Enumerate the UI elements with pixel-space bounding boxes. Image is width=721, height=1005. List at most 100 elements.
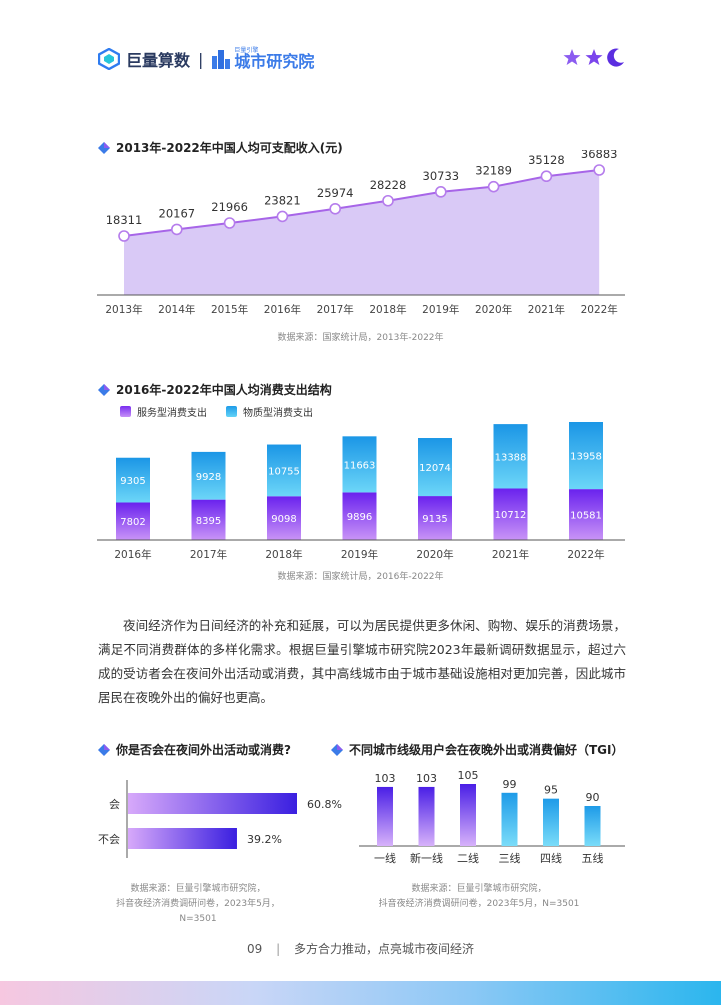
stars-moon-decoration [563,48,624,67]
tgi-value-label: 103 [375,772,396,785]
service-bar [267,496,301,540]
legend-service: 服务型消费支出 [120,404,207,419]
tgi-value-label: 105 [458,769,479,782]
tgi-value-label: 99 [503,778,517,791]
income-line [123,169,600,237]
legend-material: 物质型消费支出 [226,404,313,419]
income-year-label: 2016年 [264,303,301,316]
star-icon [563,49,581,65]
night-out-horizontal-bar-chart: 会 60.8% 不会 39.2% [98,780,342,858]
income-point [118,230,130,242]
diamond-bullet-icon [98,743,110,756]
income-year-label: 2022年 [581,303,618,316]
income-value-label: 25974 [317,186,354,200]
night-out-bar [128,828,237,849]
consumption-year-label: 2021年 [492,548,529,561]
legend-service-swatch [120,406,131,417]
income-value-label: 35128 [528,153,565,167]
income-value-label: 20167 [159,206,196,220]
material-value-label: 11663 [344,460,376,471]
consumption-year-label: 2019年 [341,548,378,561]
tgi-bar [543,798,559,846]
night-out-category-label: 会 [109,798,120,811]
header-brand: 巨量算数 | 巨量引擎 城市研究院 [98,44,314,74]
income-point [329,202,341,215]
night-out-chart-title-text: 你是否会在夜间外出活动或消费? [116,743,291,757]
material-value-label: 13388 [495,452,527,463]
brand-sub: 城市研究院 [234,52,315,71]
material-bar [116,457,150,503]
income-chart-title: 2013年-2022年中国人均可支配收入(元) [98,139,343,156]
income-point [593,164,606,176]
night-out-value-label: 39.2% [247,833,282,846]
income-point [434,186,447,198]
consumption-chart-title: 2016年-2022年中国人均消费支出结构 [98,381,332,398]
income-value-label: 28228 [370,178,407,192]
diamond-bullet-icon [98,141,110,154]
footer-separator: | [276,942,281,956]
brand-separator: | [198,49,204,69]
income-value-label: 30733 [423,169,460,183]
income-chart-title-text: 2013年-2022年中国人均可支配收入(元) [116,141,343,155]
income-area-chart: 18311 2013年 20167 2014年 21966 2015年 23821 2016年… [97,150,625,316]
star-icon [585,49,603,65]
tgi-value-label: 103 [416,772,437,785]
material-bar [191,451,226,500]
consumption-chart-title-text: 2016年-2022年中国人均消费支出结构 [116,383,332,397]
body-paragraph: 夜间经济作为日间经济的补充和延展，可以为居民提供更多休闲、购物、娱乐的消费场景，… [98,618,626,705]
income-value-label: 36883 [581,150,618,161]
tgi-category-label: 五线 [582,851,604,865]
consumption-year-label: 2022年 [567,548,604,561]
moon-icon [607,48,624,67]
income-point [487,180,500,193]
income-value-label: 18311 [106,213,143,227]
income-year-label: 2021年 [528,303,565,316]
legend-material-swatch [226,406,237,417]
tgi-bar [377,786,393,846]
material-value-label: 12074 [419,463,451,474]
diamond-bullet-icon [98,383,110,396]
service-bar [342,492,377,540]
tgi-category-label: 三线 [499,851,521,865]
income-point [276,210,289,223]
night-out-bar [128,793,297,814]
service-value-label: 8395 [196,516,221,527]
night-out-category-label: 不会 [98,833,120,846]
income-year-label: 2017年 [317,303,354,316]
income-year-label: 2013年 [105,303,142,316]
night-out-chart-title: 你是否会在夜间外出活动或消费? [98,741,291,758]
night-out-chart-source: 数据来源：巨量引擎城市研究院， 抖音夜经济消费调研问卷，2023年5月，N=35… [98,882,298,927]
tgi-category-label: 二线 [457,851,479,865]
consumption-chart-source: 数据来源：国家统计局，2016年-2022年 [277,572,444,582]
income-year-label: 2019年 [422,303,459,316]
consumption-stacked-bar-chart: 7802 9305 2016年 8395 9928 2017年 9098 10755 2018年… [97,422,625,561]
page-number: 09 [247,942,263,956]
consumption-year-label: 2018年 [265,548,302,561]
service-value-label: 9135 [422,514,447,525]
consumption-year-label: 2017年 [190,548,227,561]
service-bar [191,499,226,540]
income-year-label: 2015年 [211,303,248,316]
tgi-chart-title-text: 不同城市线级用户会在夜晚外出或消费偏好（TGI） [349,743,624,757]
brand-sub-top: 巨量引擎 [234,47,259,54]
tgi-bar-chart: 103 一线 103 新一线 105 二线 99 三线 95 四线 90 五线 [359,769,625,865]
bottom-gradient-band [0,981,721,1005]
material-value-label: 13958 [570,452,602,463]
income-value-label: 23821 [264,193,301,207]
service-value-label: 10712 [495,510,527,521]
city-buildings-icon [212,50,231,69]
service-value-label: 9896 [347,512,372,523]
material-bar [267,444,301,497]
income-value-label: 32189 [475,164,512,178]
brand-name: 巨量算数 [126,51,191,70]
tgi-value-label: 90 [586,791,600,804]
income-year-label: 2014年 [158,303,195,316]
legend-material-label: 物质型消费支出 [243,408,313,419]
footer-text: 多方合力推动，点亮城市夜间经济 [293,942,474,956]
consumption-year-label: 2016年 [114,548,151,561]
night-out-source-line2: 抖音夜经济消费调研问卷，2023年5月，N=3501 [116,899,280,924]
brand-logo-icon [98,48,120,70]
night-out-value-label: 60.8% [307,798,342,811]
service-bar [116,502,150,540]
income-value-label: 21966 [211,200,248,214]
